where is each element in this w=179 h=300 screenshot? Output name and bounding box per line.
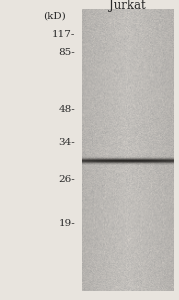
Text: 34-: 34- [58,138,75,147]
Text: 26-: 26- [58,176,75,184]
Text: (kD): (kD) [43,12,66,21]
Text: 85-: 85- [58,48,75,57]
Text: 48-: 48- [58,105,75,114]
Text: 19-: 19- [58,219,75,228]
Text: 117-: 117- [52,30,75,39]
Text: Jurkat: Jurkat [109,0,145,12]
